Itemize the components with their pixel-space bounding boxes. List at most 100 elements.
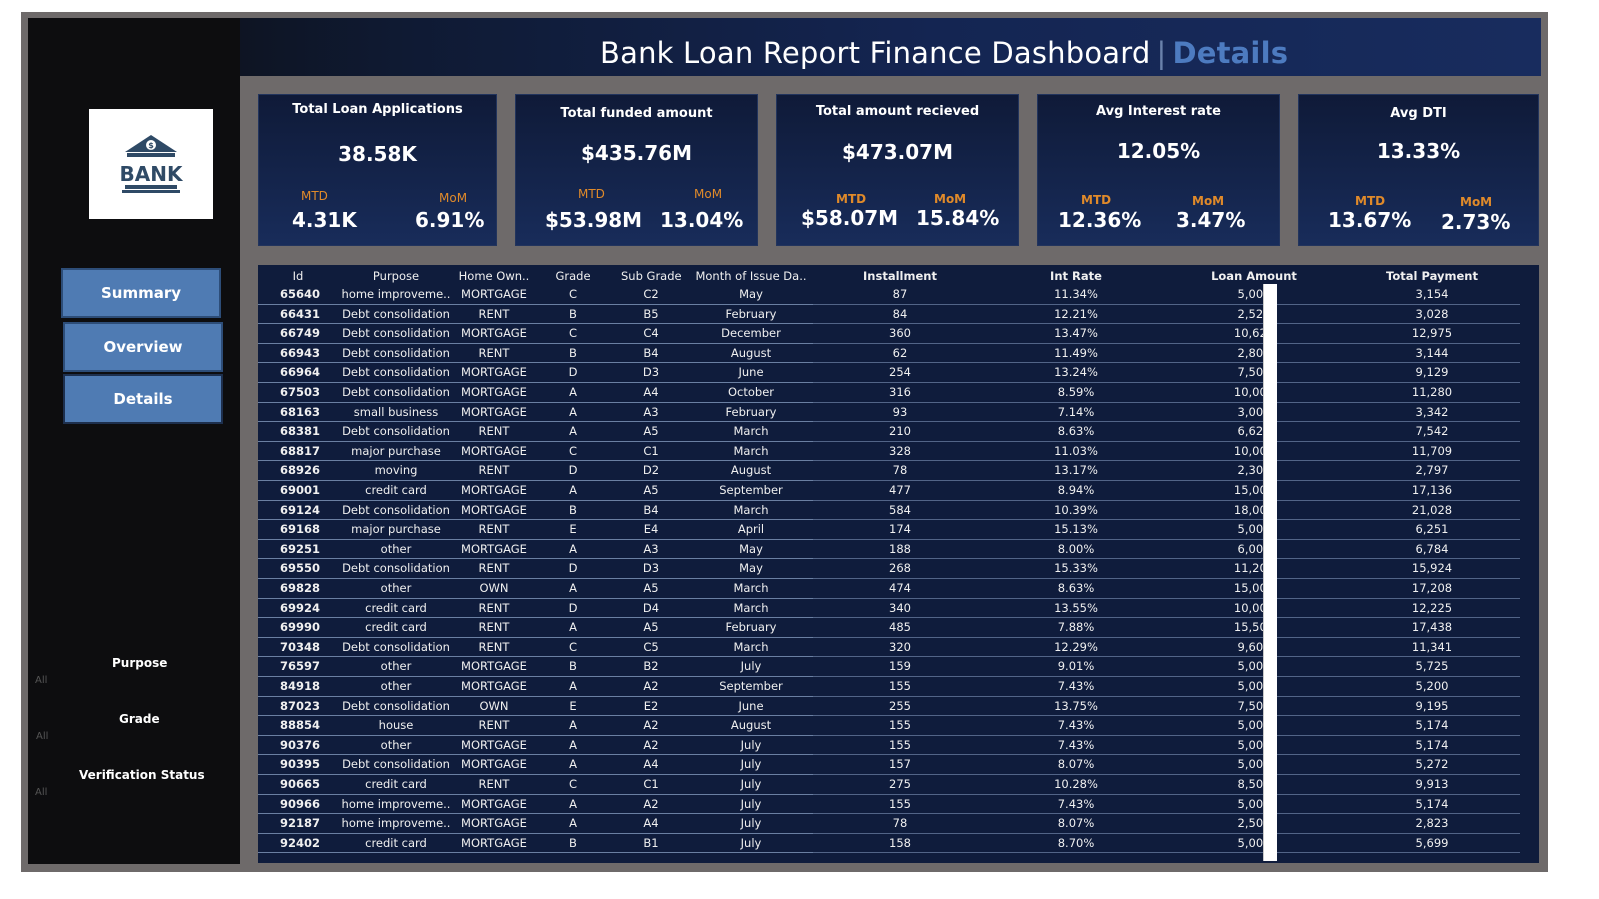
table-cell: 155 [889, 737, 911, 752]
table-cell: 2,525 [1237, 306, 1271, 321]
table-row[interactable]: 69168 major purchase RENT E E4 April 174 15.13%… [258, 520, 1520, 540]
vertical-scrollbar[interactable] [1263, 284, 1277, 861]
table-row[interactable]: 69828 other OWN A A5 March 474 8.63% 15,000 17,20… [258, 579, 1520, 599]
table-row[interactable]: 90376 other MORTGAGE A A2 July 155 7.43% 5,000 5,… [258, 736, 1520, 756]
table-cell: D [568, 365, 578, 380]
column-header[interactable]: Id [292, 269, 304, 283]
table-cell: 157 [889, 757, 911, 772]
table-cell: A2 [643, 796, 659, 811]
column-header[interactable]: Int Rate [1050, 269, 1102, 283]
table-cell: 8.63% [1057, 581, 1095, 595]
table-cell: B4 [643, 345, 659, 360]
table-cell: 15,924 [1411, 561, 1453, 576]
table-row[interactable]: 69990 credit card RENT A A5 February 485 7.88% 1… [258, 618, 1520, 638]
column-header[interactable]: Installment [863, 269, 937, 283]
kpi-mom-value: 2.73% [1441, 210, 1511, 234]
table-cell: 188 [889, 541, 911, 556]
kpi-mom-value: 6.91% [415, 208, 485, 232]
table-row[interactable]: 69924 credit card RENT D D4 March 340 13.55% 10,… [258, 599, 1520, 619]
table-cell: 3,000 [1237, 404, 1271, 419]
kpi-mom-value: 3.47% [1176, 208, 1246, 232]
table-cell: 474 [889, 581, 911, 595]
table-row[interactable]: 92402 credit card MORTGAGE B B1 July 158 8.70% 5… [258, 834, 1520, 854]
table-row[interactable]: 69251 other MORTGAGE A A3 May 188 8.00% 6,000 6,7… [258, 540, 1520, 560]
table-row[interactable]: 66943 Debt consolidation RENT B B4 August 62 11… [258, 344, 1520, 364]
table-row[interactable]: 66431 Debt consolidation RENT B B5 February 84… [258, 305, 1520, 325]
table-cell: 84918 [280, 679, 321, 693]
table-cell: September [719, 679, 783, 693]
table-cell: credit card [365, 600, 427, 615]
table-row[interactable]: 68926 moving RENT D D2 August 78 13.17% 2,300 2,7… [258, 461, 1520, 481]
kpi-card-funded-amount: Total funded amount $435.76M MTD MoM $53… [515, 94, 758, 246]
table-row[interactable]: 90395 Debt consolidation MORTGAGE A A4 July 15… [258, 755, 1520, 775]
column-header[interactable]: Total Payment [1386, 269, 1478, 283]
row-divider [813, 342, 1520, 344]
table-row[interactable]: 66749 Debt consolidation MORTGAGE C C4 Decemb… [258, 324, 1520, 344]
row-divider [813, 577, 1520, 579]
table-cell: 68817 [280, 443, 321, 458]
table-row[interactable]: 68163 small business MORTGAGE A A3 February 93… [258, 403, 1520, 423]
nav-overview-button[interactable]: Overview [63, 322, 223, 372]
column-header[interactable]: Sub Grade [621, 269, 681, 283]
table-cell: February [725, 404, 777, 419]
column-header[interactable]: Month of Issue Da.. [695, 269, 807, 283]
table-cell: 360 [889, 326, 911, 341]
table-cell: RENT [478, 600, 510, 615]
column-header[interactable]: Purpose [372, 269, 420, 283]
table-cell: 3,342 [1415, 404, 1449, 419]
table-cell: 12.21% [1054, 306, 1098, 321]
row-divider [813, 381, 1520, 383]
table-cell: RENT [478, 522, 510, 537]
table-row[interactable]: 68817 major purchase MORTGAGE C C1 March 328 11… [258, 442, 1520, 462]
table-cell: B [569, 502, 577, 517]
column-header[interactable]: Loan Amount [1211, 269, 1297, 283]
filter-verification-value[interactable]: All [35, 787, 48, 798]
table-row[interactable]: 65640 home improveme.. MORTGAGE C C2 May 87 11.… [258, 285, 1520, 305]
kpi-mom-value: 13.04% [660, 208, 744, 232]
table-cell: RENT [478, 639, 510, 654]
table-cell: 78 [892, 816, 908, 831]
table-row[interactable]: 84918 other MORTGAGE A A2 September 155 7.43% 5,… [258, 677, 1520, 697]
table-cell: 18,000 [1233, 502, 1275, 517]
table-row[interactable]: 66964 Debt consolidation MORTGAGE D D3 June 25… [258, 363, 1520, 383]
row-divider [258, 577, 813, 579]
nav-details-button[interactable]: Details [63, 374, 223, 424]
column-header[interactable]: Home Own.. [458, 269, 530, 283]
table-cell: 87023 [280, 698, 321, 713]
table-row[interactable]: 69001 credit card MORTGAGE A A5 September 477 8… [258, 481, 1520, 501]
table-cell: April [737, 522, 765, 537]
table-row[interactable]: 68381 Debt consolidation RENT A A5 March 210 8.… [258, 422, 1520, 442]
table-row[interactable]: 69550 Debt consolidation RENT D D3 May 268 15.3… [258, 559, 1520, 579]
table-cell: A [569, 483, 577, 497]
nav-summary-button[interactable]: Summary [61, 268, 221, 318]
table-cell: 477 [889, 483, 911, 497]
table-cell: 10.28% [1054, 777, 1098, 791]
table-cell: 2,300 [1237, 463, 1271, 478]
kpi-value: $473.07M [842, 140, 953, 164]
table-row[interactable]: 92187 home improveme.. MORTGAGE A A4 July 78 8.… [258, 814, 1520, 834]
table-cell: A4 [643, 385, 659, 399]
table-cell: 5,174 [1415, 718, 1449, 733]
table-cell: 67503 [280, 385, 321, 399]
column-header[interactable]: Grade [555, 269, 591, 283]
filter-grade-value[interactable]: All [36, 731, 49, 742]
table-row[interactable]: 90966 home improveme.. MORTGAGE A A2 July 155 7… [258, 795, 1520, 815]
table-row[interactable]: 87023 Debt consolidation OWN E E2 June 255 13.7… [258, 697, 1520, 717]
table-cell: Debt consolidation [342, 502, 450, 517]
table-row[interactable]: 90665 credit card RENT C C1 July 275 10.28% 8,50… [258, 775, 1520, 795]
table-row[interactable]: 88854 house RENT A A2 August 155 7.43% 5,000 5,17… [258, 716, 1520, 736]
kpi-title: Total amount recieved [815, 104, 980, 119]
table-row[interactable]: 70348 Debt consolidation RENT C C5 March 320 12… [258, 638, 1520, 658]
table-cell: 65640 [280, 287, 321, 301]
filter-purpose-value[interactable]: All [35, 675, 48, 686]
row-divider [258, 793, 813, 795]
table-row[interactable]: 67503 Debt consolidation MORTGAGE A A4 Octobe… [258, 383, 1520, 403]
table-cell: A3 [643, 404, 659, 419]
table-row[interactable]: 69124 Debt consolidation MORTGAGE B B4 March 5… [258, 501, 1520, 521]
table-cell: March [733, 502, 769, 517]
table-cell: 268 [889, 561, 911, 576]
row-divider [258, 499, 813, 501]
table-cell: September [719, 483, 783, 497]
table-row[interactable]: 76597 other MORTGAGE B B2 July 159 9.01% 5,000 5,… [258, 657, 1520, 677]
table-cell: A [569, 424, 577, 439]
